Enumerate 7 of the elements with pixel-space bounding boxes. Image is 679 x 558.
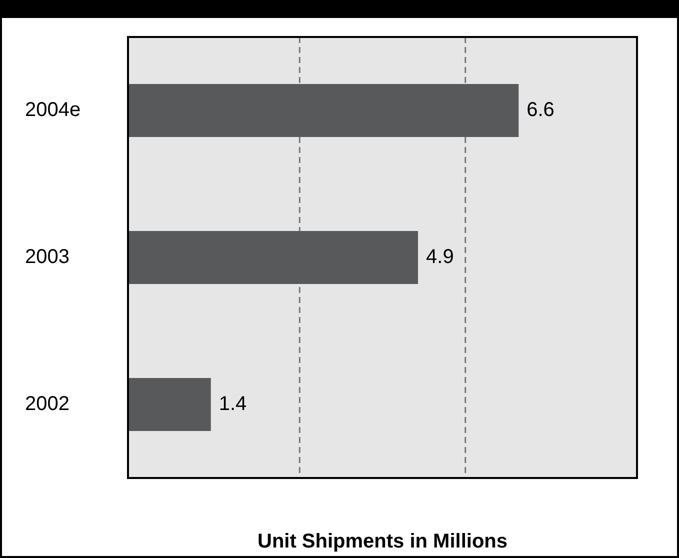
y-tick-label: 2003 (25, 246, 70, 268)
data-label: 1.4 (218, 393, 247, 416)
data-label: 4.9 (426, 246, 454, 268)
y-tick-label: 2002 (25, 393, 70, 416)
data-label: 6.6 (526, 99, 554, 122)
y-tick-label: 2004e (25, 99, 81, 122)
x-axis-title: Unit Shipments in Millions (258, 530, 508, 553)
